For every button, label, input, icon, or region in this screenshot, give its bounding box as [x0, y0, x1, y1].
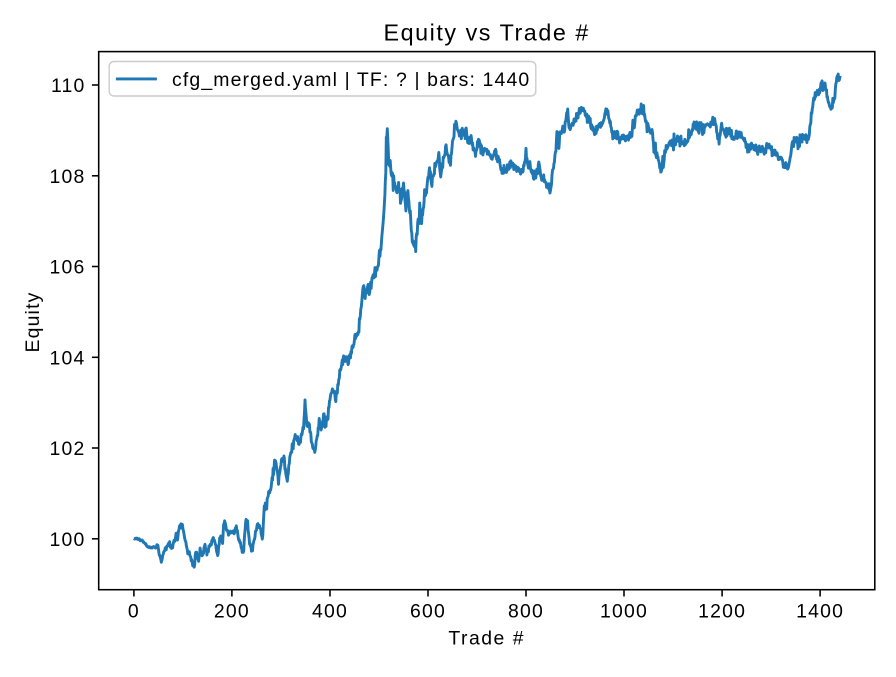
svg-text:800: 800 [508, 601, 544, 623]
svg-text:cfg_merged.yaml | TF: ? | bars: cfg_merged.yaml | TF: ? | bars: 1440 [172, 69, 530, 91]
svg-text:1000: 1000 [600, 601, 648, 623]
svg-text:108: 108 [50, 166, 86, 188]
svg-text:400: 400 [312, 601, 348, 623]
svg-text:Trade #: Trade # [448, 628, 525, 650]
svg-text:106: 106 [50, 257, 86, 279]
svg-text:102: 102 [50, 438, 86, 460]
svg-text:200: 200 [214, 601, 250, 623]
svg-text:Equity: Equity [22, 291, 44, 352]
svg-text:600: 600 [410, 601, 446, 623]
svg-text:0: 0 [128, 601, 140, 623]
svg-text:110: 110 [51, 75, 86, 97]
svg-text:1200: 1200 [698, 601, 746, 623]
svg-text:100: 100 [50, 529, 86, 551]
svg-text:Equity vs Trade #: Equity vs Trade # [384, 19, 590, 45]
svg-text:1400: 1400 [796, 601, 844, 623]
svg-text:104: 104 [50, 347, 86, 369]
